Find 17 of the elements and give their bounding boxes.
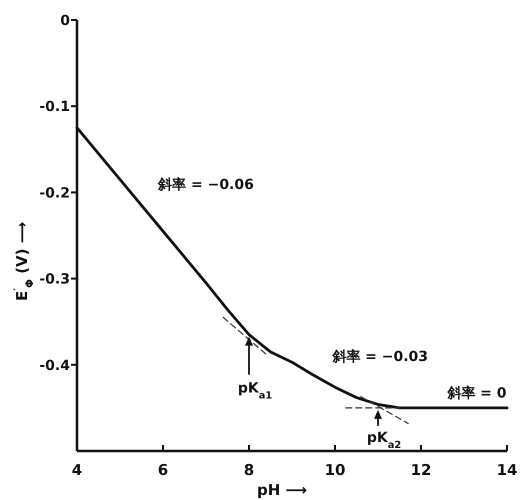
x-axis-title: pH ⟶ — [256, 481, 308, 499]
annotation: 斜率 = −0.03 — [331, 348, 428, 366]
annotation: 斜率 = 0 — [446, 384, 507, 402]
annotation: 斜率 = −0.06 — [157, 176, 254, 193]
y-tick-label: -0.4 — [39, 358, 70, 374]
x-tick-label: 8 — [244, 461, 254, 479]
y-tick-label: 0 — [60, 13, 70, 29]
y-tick-label: -0.3 — [39, 272, 70, 288]
x-tick-label: 10 — [324, 461, 346, 479]
annotation: pK$_{a1}$ — [238, 380, 272, 402]
x-tick-label: 12 — [410, 461, 432, 479]
x-tick-label: 6 — [158, 461, 168, 479]
x-tick-label: 4 — [72, 461, 82, 479]
y-tick-label: -0.1 — [39, 99, 70, 116]
x-tick-label: 14 — [496, 461, 518, 479]
y-tick-label: -0.2 — [39, 185, 70, 202]
annotation: pK$_{a2}$ — [366, 430, 402, 450]
